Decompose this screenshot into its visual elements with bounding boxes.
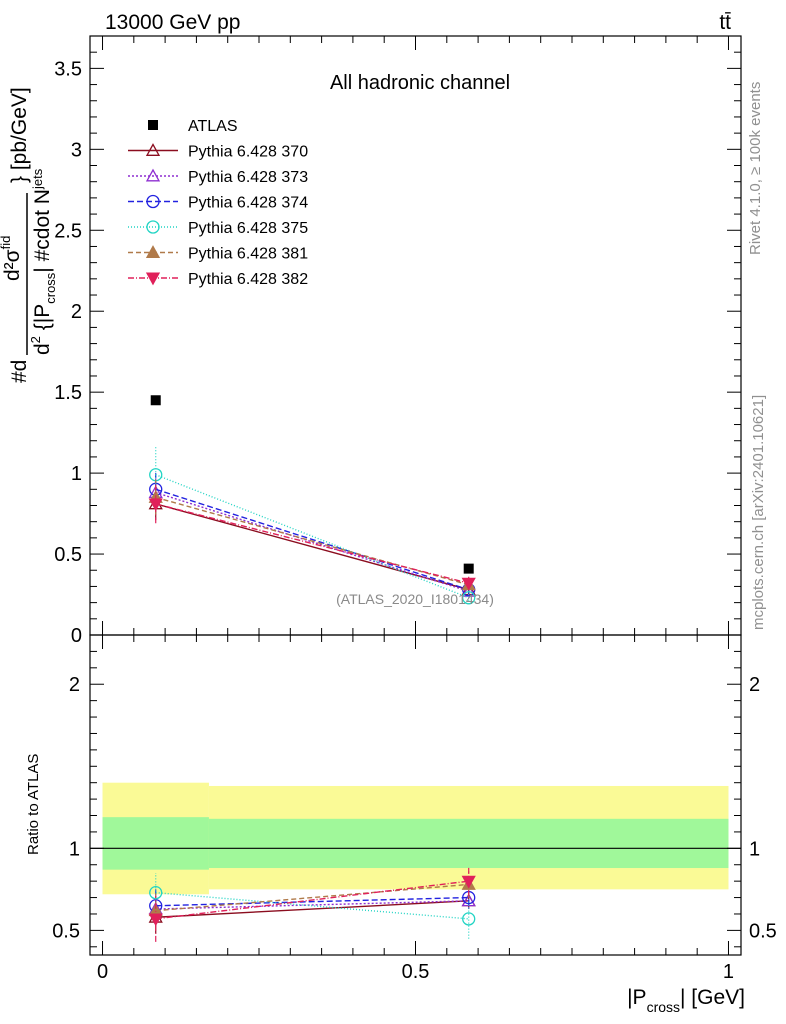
series-pythia-6-428-382 — [148, 484, 476, 591]
ratio-series-line — [155, 883, 469, 912]
plot-title: All hadronic channel — [330, 72, 510, 94]
series-marker — [148, 498, 163, 512]
legend-entry: Pythia 6.428 382 — [128, 271, 308, 288]
ratio-y-tick-label-right: 0.5 — [749, 920, 777, 942]
ylabel-den-n: | #cdot N — [31, 189, 54, 273]
legend-label: Pythia 6.428 375 — [188, 220, 308, 237]
ylabel-num-sup: fid — [0, 236, 13, 250]
legend-entry: Pythia 6.428 375 — [128, 220, 308, 237]
ratio-y-tick-label-left: 2 — [69, 674, 80, 696]
legend-entry: Pythia 6.428 381 — [128, 245, 308, 263]
legend-label: Pythia 6.428 370 — [188, 144, 308, 161]
main-y-tick-label: 0.5 — [54, 544, 82, 566]
ratio-series-marker — [461, 875, 476, 889]
legend-marker — [146, 220, 160, 234]
ratio-plot-frame — [89, 634, 742, 956]
main-y-tick-label: 2 — [71, 301, 82, 323]
main-y-tick-label: 3 — [71, 139, 82, 161]
main-y-tick-label: 3.5 — [54, 58, 82, 80]
main-y-tick-label: 2.5 — [54, 220, 82, 242]
ratio-y-tick-label-left: 0.5 — [52, 920, 80, 942]
legend: ATLAS Pythia 6.428 370 Pythia 6.428 373 Pyt… — [128, 118, 308, 288]
rivet-label: Rivet 4.1.0, ≥ 100k events — [747, 82, 764, 255]
ratio-series-line — [155, 900, 469, 910]
ylabel-num-text: d²σ — [1, 249, 24, 281]
main-y-tick-label: 0 — [71, 625, 82, 647]
ylabel-numerator: d²σfid — [0, 236, 24, 281]
series-line — [155, 474, 469, 599]
ratio-plot-panel: 0.5 0.5 1 1 2 2 0 0.5 1 — [52, 634, 777, 983]
legend-marker — [146, 194, 160, 209]
atlas-data-point — [150, 395, 161, 406]
ratio-y-tick-label-right: 1 — [749, 838, 760, 860]
series-pythia-6-428-381 — [148, 479, 476, 591]
analysis-label: (ATLAS_2020_I1801434) — [336, 591, 494, 607]
main-y-axis-label: #d d²σfid d2 {|Pcross| #cdot Njets } [pb… — [0, 87, 58, 383]
ratio-series-line — [155, 891, 469, 920]
legend-entry: Pythia 6.428 373 — [128, 168, 308, 186]
uncertainty-band-inner — [208, 818, 729, 869]
series-line — [155, 503, 469, 584]
ratio-y-axis-label: Ratio to ATLAS — [25, 754, 42, 855]
legend-marker-atlas — [148, 120, 158, 130]
energy-label: 13000 GeV pp — [105, 11, 240, 34]
xlabel-sub: cross — [647, 999, 680, 1015]
series-line — [155, 491, 469, 592]
legend-label-atlas: ATLAS — [188, 118, 238, 135]
ratio-y-tick-label-right: 2 — [749, 674, 760, 696]
main-y-tick-label: 1 — [71, 463, 82, 485]
legend-entry: Pythia 6.428 370 — [128, 143, 308, 161]
ratio-series-pythia-6-428-382 — [148, 866, 476, 942]
ylabel-den-n-sub: jets — [30, 168, 45, 190]
ratio-series-line — [155, 896, 469, 907]
ylabel-den-p: {|P — [31, 304, 54, 336]
legend-entry: Pythia 6.428 374 — [128, 195, 308, 212]
x-axis-label: |Pcross| [GeV] — [627, 986, 745, 1015]
ratio-y-tick-label-left: 1 — [69, 838, 80, 860]
ratio-series-marker — [149, 885, 163, 900]
series-marker — [461, 577, 476, 591]
legend-label: Pythia 6.428 373 — [188, 169, 308, 186]
atlas-data-point — [463, 563, 474, 574]
legend-label: Pythia 6.428 374 — [188, 195, 308, 212]
ratio-series-line — [155, 880, 469, 920]
ylabel-unit: } [pb/GeV] — [8, 87, 31, 183]
legend-marker — [145, 245, 161, 258]
main-plot-panel: 0 0.5 1 1.5 2 2.5 3 3.5 All hadronic channel (A… — [54, 35, 742, 647]
series-line — [155, 488, 469, 591]
xlabel-unit: | [GeV] — [680, 986, 745, 1009]
ratio-series-line — [155, 900, 469, 918]
process-label: tt̄ — [719, 11, 731, 34]
x-tick-label: 0.5 — [402, 961, 430, 983]
main-y-tick-label: 1.5 — [54, 382, 82, 404]
series-line — [155, 496, 469, 586]
ylabel-denominator: d2 {|Pcross| #cdot Njets — [28, 168, 58, 355]
legend-entry-atlas: ATLAS — [148, 118, 238, 135]
series-marker — [462, 591, 476, 605]
mcplots-label: mcplots.cern.ch [arXiv:2401.10621] — [750, 395, 767, 630]
x-tick-label: 0 — [97, 961, 108, 983]
ylabel-den-d-sup: 2 — [28, 336, 43, 343]
x-tick-label: 1 — [723, 961, 734, 983]
legend-marker — [145, 168, 161, 182]
legend-marker — [145, 143, 161, 156]
legend-label: Pythia 6.428 382 — [188, 271, 308, 288]
series-line — [155, 503, 469, 591]
ylabel-den-d: d — [31, 343, 54, 355]
legend-label: Pythia 6.428 381 — [188, 246, 308, 263]
legend-marker — [145, 272, 161, 286]
uncertainty-band-inner — [102, 817, 209, 870]
ratio-series-marker — [462, 912, 476, 926]
xlabel-main: |P — [627, 986, 646, 1009]
ratio-series-marker — [148, 913, 163, 927]
series-pythia-6-428-375 — [149, 447, 476, 605]
ylabel-den-p-sub: cross — [43, 272, 58, 304]
ylabel-hash-d: #d — [8, 360, 31, 383]
